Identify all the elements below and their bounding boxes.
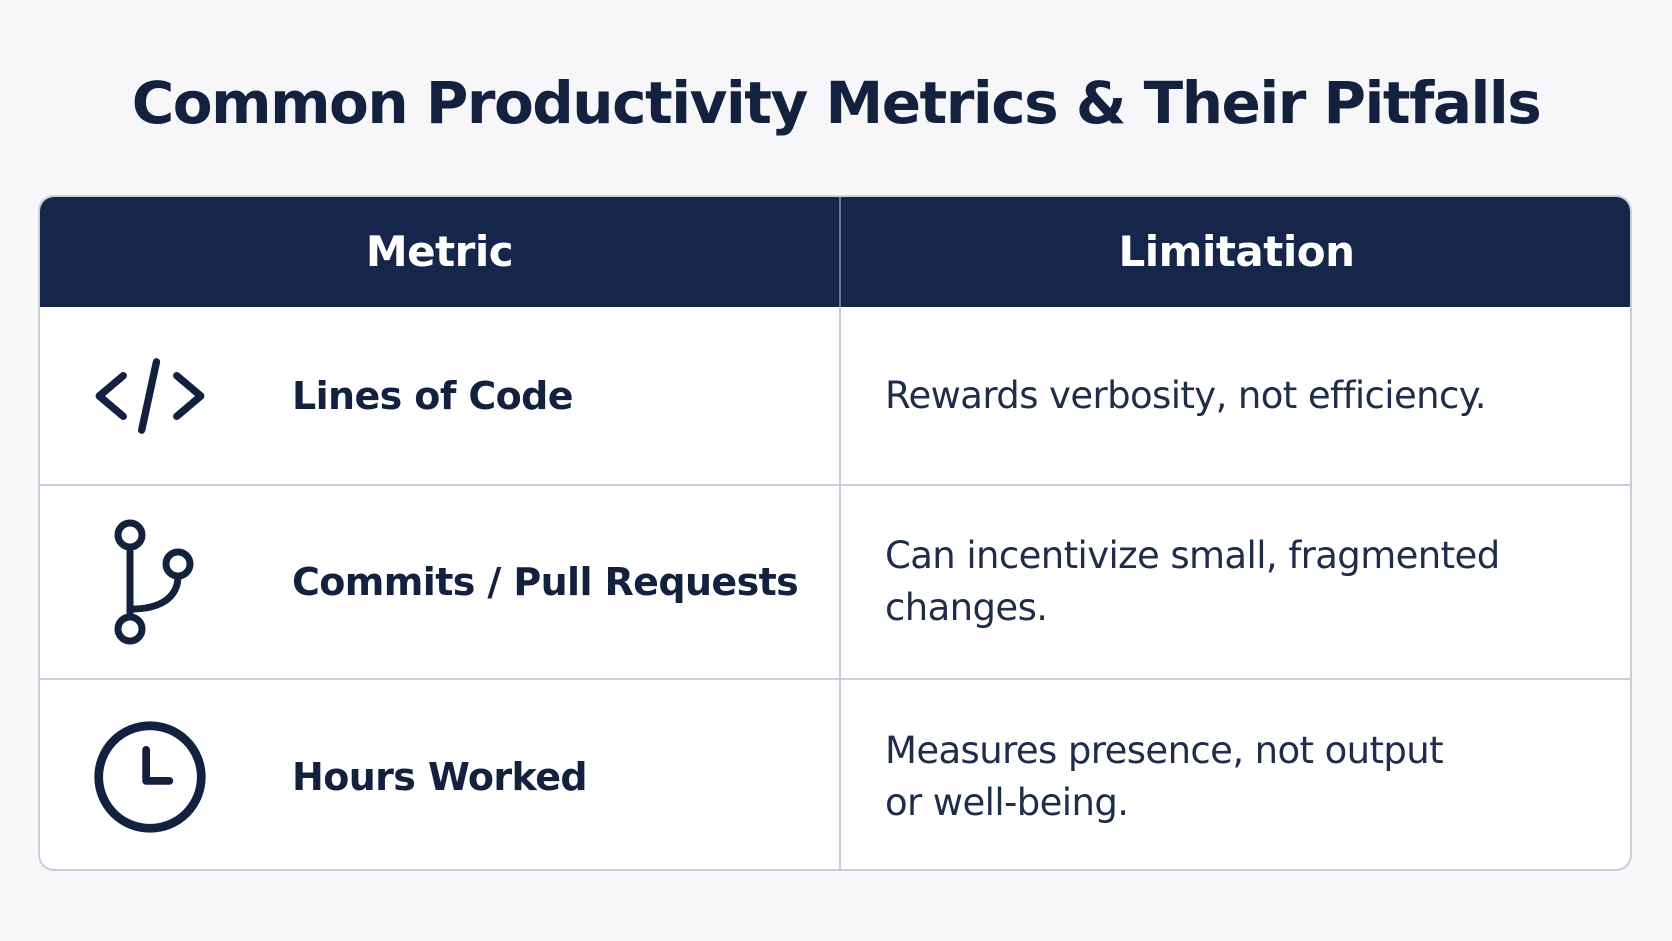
page-title: Common Productivity Metrics & Their Pitf… <box>131 69 1542 137</box>
header-limitation: Limitation <box>1118 227 1355 276</box>
code-icon <box>90 307 210 484</box>
limitation-text-content: Measures presence, not output or well-be… <box>885 728 1444 824</box>
metric-label: Commits / Pull Requests <box>292 560 799 604</box>
table-row: Commits / Pull Requests Can incentivize … <box>40 484 1630 678</box>
table-header-row: Metric Limitation <box>40 197 1630 307</box>
table-row: Lines of Code Rewards verbosity, not eff… <box>40 307 1630 484</box>
column-divider <box>839 307 841 869</box>
limitation-text: Can incentivize small, fragmented change… <box>885 486 1585 678</box>
table-row: Hours Worked Measures presence, not outp… <box>40 678 1630 869</box>
metric-label: Hours Worked <box>292 754 588 799</box>
limitation-text: Rewards verbosity, not efficiency. <box>885 373 1487 417</box>
git-branch-icon <box>90 486 210 678</box>
clock-icon <box>90 680 210 869</box>
limitation-text-content: Can incentivize small, fragmented change… <box>885 534 1500 629</box>
header-metric: Metric <box>365 227 514 276</box>
limitation-text: Measures presence, not output or well-be… <box>885 680 1585 869</box>
metric-label: Lines of Code <box>292 373 574 418</box>
header-divider <box>839 197 841 307</box>
metrics-table: Metric Limitation Lines of Code Rewards … <box>38 195 1632 871</box>
